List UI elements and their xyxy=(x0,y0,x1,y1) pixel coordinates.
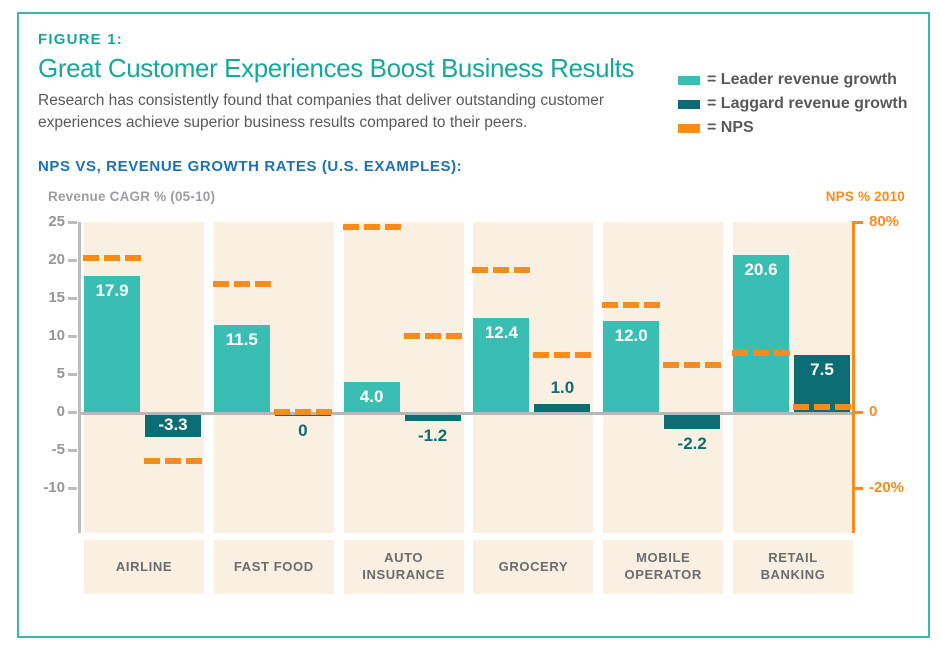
legend-label-nps: = NPS xyxy=(707,119,754,136)
nps-dash-leader-auto-insurance xyxy=(342,223,401,230)
leader-bar-fast-food xyxy=(213,324,270,412)
legend-label-leader: = Leader revenue growth xyxy=(707,71,897,88)
category-label-fast-food: FAST FOOD xyxy=(213,540,334,594)
legend-item-laggard: = Laggard revenue growth xyxy=(678,92,907,116)
nps-dash-laggard-auto-insurance xyxy=(403,333,462,339)
nps-dash-laggard-retail-banking xyxy=(793,404,851,411)
left-axis-tick-label: -5 xyxy=(51,441,65,458)
left-axis-tick-label: -10 xyxy=(43,479,65,496)
chart-heading: NPS VS, REVENUE GROWTH RATES (U.S. EXAMP… xyxy=(38,158,463,175)
leader-bar-mobile-operator xyxy=(603,320,660,412)
left-axis-tick xyxy=(68,449,77,452)
left-axis-tick-label: 5 xyxy=(56,365,65,382)
left-axis-tick xyxy=(68,487,77,490)
category-label-mobile-operator: MOBILE OPERATOR xyxy=(603,540,724,594)
right-axis-tick xyxy=(852,220,863,224)
right-axis-tick-label: 0 xyxy=(869,403,878,420)
left-axis-tick xyxy=(68,335,77,338)
left-axis-tick xyxy=(68,297,77,300)
figure-label: FIGURE 1: xyxy=(38,31,123,48)
laggard-bar-airline xyxy=(145,412,201,438)
nps-dash-laggard-fast-food xyxy=(273,409,332,415)
leader-value-grocery: 12.4 xyxy=(484,322,518,342)
left-axis-tick xyxy=(68,221,77,224)
nps-dash-laggard-airline xyxy=(144,458,202,465)
left-axis-tick-label: 25 xyxy=(48,213,65,230)
legend-label-laggard: = Laggard revenue growth xyxy=(707,95,908,112)
zero-baseline xyxy=(81,412,853,415)
nps-dash-leader-fast-food xyxy=(212,280,271,287)
chart-legend: = Leader revenue growth = Laggard revenu… xyxy=(678,68,907,140)
figure-title: Great Customer Experiences Boost Busines… xyxy=(38,53,634,83)
nps-dash-laggard-grocery xyxy=(533,352,592,358)
right-axis-tick xyxy=(852,486,863,490)
left-axis-tick-label: 10 xyxy=(48,327,65,344)
laggard-value-fast-food: 0 xyxy=(298,421,308,440)
nps-dash-laggard-mobile-operator xyxy=(663,361,722,368)
legend-item-nps: = NPS xyxy=(678,116,907,140)
laggard-color-swatch xyxy=(678,99,700,109)
category-label-retail-banking: RETAIL BANKING xyxy=(733,540,853,594)
leader-bar-airline xyxy=(84,275,140,412)
left-axis-tick xyxy=(68,259,77,262)
leader-value-retail-banking: 20.6 xyxy=(744,260,778,280)
plot-area: 25 20 15 10 5 0 -5 -10 80% 0 -20% AIRLINE 17.9 -3.3 FA… xyxy=(43,213,904,594)
leader-value-mobile-operator: 12.0 xyxy=(614,325,648,345)
laggard-bar-auto-insurance xyxy=(404,412,461,422)
nps-dash-leader-grocery xyxy=(472,266,531,273)
laggard-bar-retail-banking xyxy=(794,355,850,412)
leader-bar-retail-banking xyxy=(733,255,789,412)
right-axis-tick xyxy=(852,410,863,414)
right-axis-line xyxy=(852,222,855,533)
left-axis-tick xyxy=(68,373,77,376)
figure-frame: FIGURE 1: Great Customer Experiences Boo… xyxy=(17,12,930,638)
category-label-airline: AIRLINE xyxy=(84,540,204,594)
left-axis-tick-label: 15 xyxy=(48,289,65,306)
laggard-value-mobile-operator: -2.2 xyxy=(677,433,707,453)
leader-value-fast-food: 11.5 xyxy=(225,329,258,349)
laggard-value-airline: -3.3 xyxy=(158,414,188,434)
leader-bar-auto-insurance xyxy=(343,381,400,412)
leader-value-airline: 17.9 xyxy=(95,280,129,300)
leader-value-auto-insurance: 4.0 xyxy=(359,386,384,406)
laggard-bar-mobile-operator xyxy=(664,412,721,429)
right-axis-title: NPS % 2010 xyxy=(825,189,905,204)
leader-color-swatch xyxy=(678,75,700,85)
category-label-grocery: GROCERY xyxy=(473,540,594,594)
left-axis-tick-label: 20 xyxy=(48,251,65,268)
laggard-value-auto-insurance: -1.2 xyxy=(417,426,448,446)
figure-subtitle: Research has consistently found that com… xyxy=(38,92,605,131)
category-label-auto-insurance: AUTO INSURANCE xyxy=(343,540,464,594)
nps-color-swatch xyxy=(678,123,700,133)
nps-dash-leader-airline xyxy=(83,254,141,261)
right-axis-tick-label: 80% xyxy=(869,213,900,230)
right-axis-tick-label: -20% xyxy=(869,479,905,496)
left-axis-tick xyxy=(68,411,77,414)
legend-item-leader: = Leader revenue growth xyxy=(678,68,907,92)
left-axis-line xyxy=(78,222,81,533)
laggard-value-retail-banking: 7.5 xyxy=(810,360,834,379)
left-axis-title: Revenue CAGR % (05-10) xyxy=(48,189,216,204)
left-axis-tick-label: 0 xyxy=(56,403,65,420)
nps-dash-leader-mobile-operator xyxy=(602,302,661,309)
column-band-auto-insurance xyxy=(343,222,464,533)
laggard-bar-grocery xyxy=(534,404,591,412)
leader-bar-grocery xyxy=(473,317,530,412)
laggard-value-grocery: 1.0 xyxy=(550,378,575,398)
nps-dash-leader-retail-banking xyxy=(732,349,790,356)
